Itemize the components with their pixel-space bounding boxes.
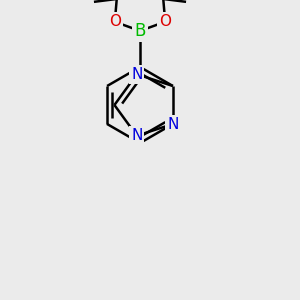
Text: N: N bbox=[131, 67, 142, 82]
Text: O: O bbox=[109, 14, 121, 29]
Text: B: B bbox=[134, 22, 146, 40]
Text: O: O bbox=[159, 14, 171, 29]
Text: N: N bbox=[131, 128, 142, 143]
Text: N: N bbox=[167, 116, 178, 131]
